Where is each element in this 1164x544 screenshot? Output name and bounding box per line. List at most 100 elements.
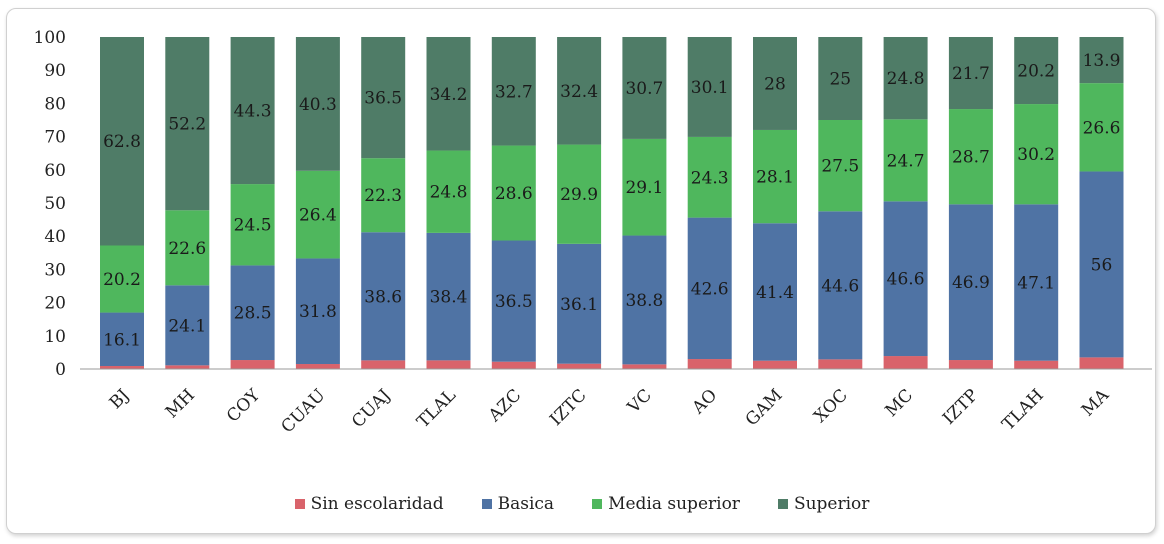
bar-media-superior-azc: [491, 145, 536, 241]
legend-item-sin-escolaridad: Sin escolaridad: [294, 494, 444, 514]
legend-item-superior: Superior: [777, 494, 870, 514]
data-label-basica-tlal: 38.4: [430, 288, 468, 308]
data-label-superior-iztp: 21.7: [952, 64, 990, 84]
legend-label-sin-escolaridad: Sin escolaridad: [310, 494, 444, 514]
data-label-basica-mh: 24.1: [168, 316, 206, 336]
data-label-media-superior-xoc: 27.5: [821, 157, 859, 177]
y-tick-label: 100: [34, 28, 66, 48]
data-label-superior-ma: 13.9: [1083, 51, 1121, 71]
bar-sin-escolaridad-iztc: [557, 363, 602, 369]
bar-basica-gam: [753, 223, 797, 361]
data-label-superior-mc: 24.8: [887, 69, 925, 89]
data-label-basica-ma: 56: [1091, 255, 1113, 275]
data-label-basica-tlah: 47.1: [1017, 274, 1055, 294]
data-label-basica-iztc: 36.1: [560, 295, 598, 315]
x-tick-label-iztp: IZTP: [939, 385, 982, 428]
data-label-media-superior-ao: 24.3: [691, 168, 729, 188]
bar-basica-cuaj: [361, 232, 406, 361]
data-label-superior-tlah: 20.2: [1017, 62, 1055, 82]
legend-label-superior: Superior: [793, 494, 870, 514]
bar-basica-tlal: [426, 232, 471, 361]
bar-media-superior-iztc: [557, 144, 602, 244]
data-label-media-superior-tlah: 30.2: [1017, 145, 1055, 165]
bar-media-superior-iztp: [948, 109, 993, 205]
bar-basica-coy: [230, 265, 275, 361]
data-label-basica-bj: 16.1: [103, 330, 141, 350]
bar-sin-escolaridad-vc: [622, 364, 667, 369]
data-label-basica-vc: 38.8: [625, 291, 663, 311]
bar-superior-cuau: [295, 37, 340, 171]
data-label-superior-iztc: 32.4: [560, 82, 598, 102]
data-label-basica-iztp: 46.9: [952, 273, 990, 293]
data-label-media-superior-azc: 28.6: [495, 184, 533, 204]
bar-media-superior-mc: [883, 119, 928, 202]
bar-superior-tlah: [1014, 37, 1059, 105]
x-tick-label-iztc: IZTC: [546, 385, 590, 429]
x-tick-label-tlah: TLAH: [998, 385, 1047, 434]
bar-basica-ma: [1079, 171, 1124, 358]
data-label-media-superior-vc: 29.1: [625, 178, 663, 198]
legend: Sin escolaridad Basica Media superior Su…: [0, 494, 1164, 514]
bar-superior-azc: [491, 37, 536, 146]
bar-superior-mh: [165, 37, 210, 211]
bar-superior-iztp: [948, 37, 993, 110]
bar-media-superior-ao: [687, 136, 732, 218]
bar-superior-xoc: [818, 37, 863, 120]
bar-media-superior-tlah: [1014, 104, 1059, 205]
bar-sin-escolaridad-iztp: [948, 360, 993, 369]
bar-sin-escolaridad-tlah: [1014, 360, 1059, 369]
bar-sin-escolaridad-gam: [753, 360, 797, 369]
data-label-basica-cuau: 31.8: [299, 302, 337, 322]
legend-swatch-sin-escolaridad: [294, 499, 305, 509]
bar-superior-ma: [1079, 37, 1124, 84]
bar-sin-escolaridad-bj: [100, 366, 144, 369]
x-tick-label-tlal: TLAL: [413, 385, 460, 432]
data-label-media-superior-mc: 24.7: [887, 151, 925, 171]
data-label-basica-mc: 46.6: [887, 270, 925, 290]
bar-sin-escolaridad-xoc: [818, 359, 863, 369]
bar-basica-mc: [883, 201, 928, 357]
bar-basica-vc: [622, 235, 667, 365]
bar-media-superior-vc: [622, 138, 667, 236]
bar-media-superior-cuau: [295, 170, 340, 259]
legend-swatch-superior: [777, 499, 788, 509]
bar-media-superior-xoc: [818, 120, 863, 212]
bar-media-superior-bj: [100, 245, 144, 313]
data-label-superior-bj: 62.8: [103, 132, 141, 152]
legend-item-media-superior: Media superior: [592, 494, 740, 514]
legend-swatch-media-superior: [592, 499, 603, 509]
data-label-superior-xoc: 25: [829, 70, 851, 90]
data-label-basica-gam: 41.4: [756, 283, 794, 303]
data-label-media-superior-iztc: 29.9: [560, 185, 598, 205]
legend-item-basica: Basica: [481, 494, 554, 514]
bar-superior-mc: [883, 37, 928, 120]
data-label-superior-cuau: 40.3: [299, 95, 337, 115]
y-tick-label: 40: [44, 227, 66, 247]
bar-basica-bj: [100, 312, 144, 367]
bar-superior-bj: [100, 37, 144, 246]
legend-swatch-basica: [481, 499, 492, 509]
bar-superior-ao: [687, 37, 732, 137]
data-label-superior-gam: 28: [764, 74, 786, 94]
data-label-superior-tlal: 34.2: [430, 85, 468, 105]
data-label-media-superior-cuau: 26.4: [299, 206, 337, 226]
data-label-superior-mh: 52.2: [168, 115, 206, 135]
y-tick-label: 10: [44, 327, 66, 347]
bar-basica-azc: [491, 240, 536, 362]
x-tick-label-ao: AO: [688, 385, 721, 418]
data-label-media-superior-gam: 28.1: [756, 168, 794, 188]
data-label-superior-ao: 30.1: [691, 78, 729, 98]
data-label-media-superior-coy: 24.5: [234, 216, 272, 236]
y-tick-label: 50: [44, 194, 66, 214]
bar-superior-cuaj: [361, 37, 406, 159]
bar-superior-gam: [753, 37, 797, 130]
bar-media-superior-gam: [753, 129, 797, 224]
x-tick-label-xoc: XOC: [810, 385, 852, 427]
bar-sin-escolaridad-tlal: [426, 360, 471, 369]
data-label-basica-xoc: 44.6: [821, 276, 859, 296]
data-label-superior-azc: 32.7: [495, 82, 533, 102]
bar-superior-vc: [622, 37, 667, 139]
x-tick-label-gam: GAM: [742, 385, 787, 430]
bar-media-superior-tlal: [426, 150, 471, 233]
